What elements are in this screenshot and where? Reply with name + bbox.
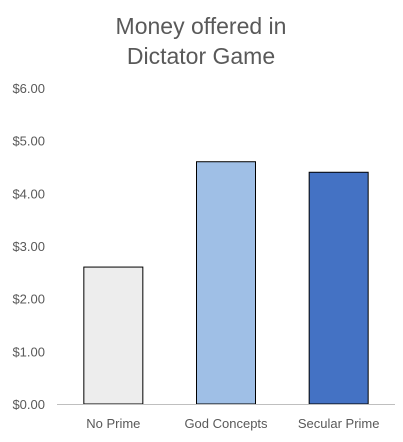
chart-title-line-1: Money offered in	[116, 13, 287, 39]
chart-title: Money offered in Dictator Game	[116, 13, 287, 69]
bar-god-concepts	[196, 161, 256, 405]
y-tick-label: $6.00	[12, 81, 45, 96]
chart-title-line-2: Dictator Game	[127, 43, 275, 69]
x-category-label: Secular Prime	[298, 416, 380, 431]
bar-secular-prime	[308, 171, 369, 405]
y-axis-tick-labels: $0.00 $1.00 $2.00 $3.00 $4.00 $5.00 $6.00	[12, 81, 45, 412]
y-tick-label: $1.00	[12, 344, 45, 359]
x-category-label: No Prime	[86, 416, 140, 431]
x-axis-category-labels: No Prime God Concepts Secular Prime	[86, 416, 379, 431]
y-tick-label: $3.00	[12, 239, 45, 254]
y-tick-label: $4.00	[12, 186, 45, 201]
y-tick-label: $2.00	[12, 292, 45, 307]
y-tick-label: $0.00	[12, 397, 45, 412]
y-tick-label: $5.00	[12, 134, 45, 149]
x-category-label: God Concepts	[184, 416, 268, 431]
bar-no-prime	[83, 266, 144, 405]
bars	[83, 161, 369, 405]
